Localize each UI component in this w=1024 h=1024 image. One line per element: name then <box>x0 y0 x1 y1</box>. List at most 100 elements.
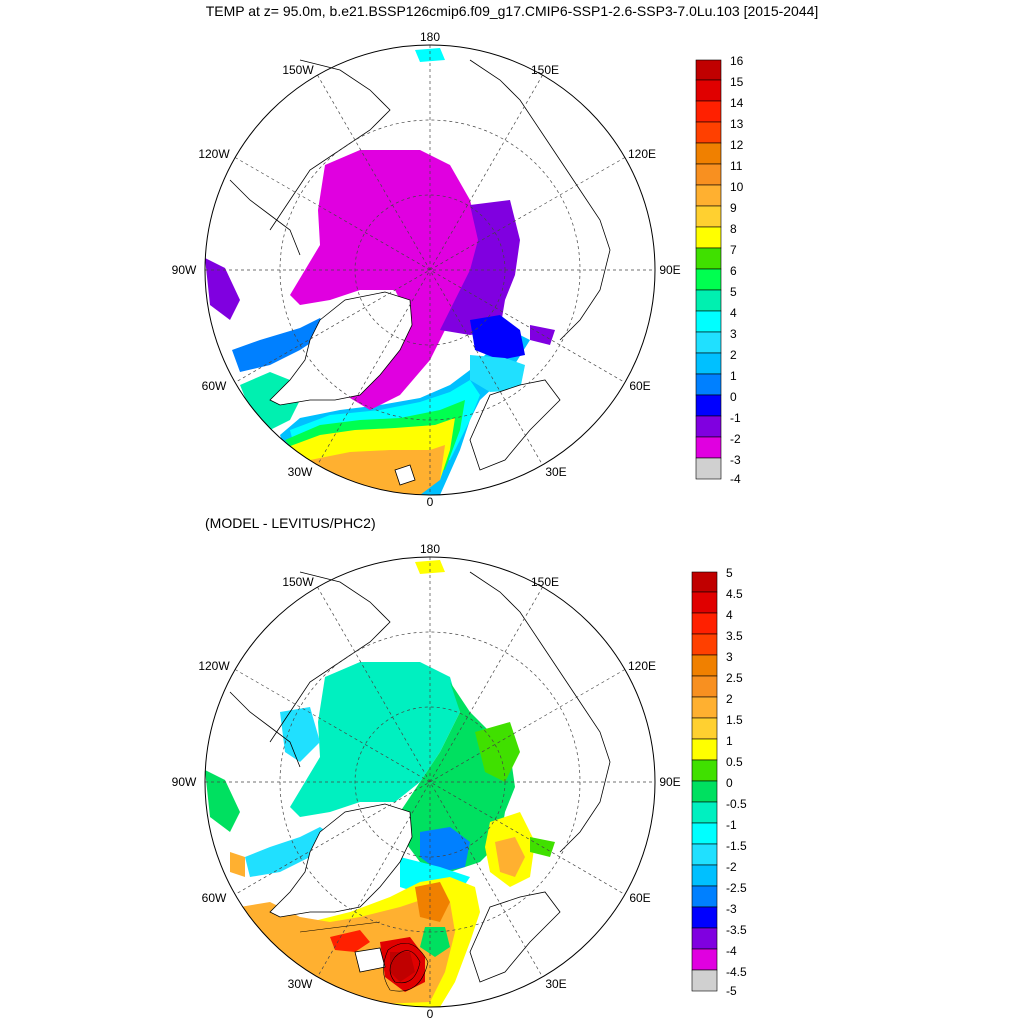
svg-text:10: 10 <box>730 180 744 194</box>
top-lon-90w: 90W <box>172 263 197 277</box>
top-baffin-band <box>232 318 330 372</box>
svg-text:-3: -3 <box>730 453 741 467</box>
bottom-labrador-darkred <box>390 952 415 982</box>
top-lon-60w: 60W <box>202 379 227 393</box>
bottom-lon-120e: 120E <box>628 659 656 673</box>
svg-text:-5: -5 <box>726 984 737 998</box>
svg-text:2: 2 <box>730 348 737 362</box>
bottom-norwegian-warm <box>415 882 450 922</box>
bottom-hudson-green <box>205 770 240 832</box>
svg-text:-2: -2 <box>726 860 737 874</box>
bottom-graticule <box>205 557 655 1007</box>
bottom-barents-orange <box>495 837 525 877</box>
svg-text:1.5: 1.5 <box>726 713 743 727</box>
bottom-lon-30w: 30W <box>288 977 313 991</box>
top-lon-30e: 30E <box>545 465 566 479</box>
difference-subtitle: (MODEL - LEVITUS/PHC2) <box>205 515 376 531</box>
top-lon-180: 180 <box>420 30 440 44</box>
svg-text:5: 5 <box>730 285 737 299</box>
svg-text:8: 8 <box>730 222 737 236</box>
svg-text:-1.5: -1.5 <box>726 839 747 853</box>
svg-text:-3: -3 <box>726 902 737 916</box>
bottom-irminger-red <box>330 930 370 952</box>
svg-text:7: 7 <box>730 243 737 257</box>
svg-text:11: 11 <box>730 159 743 173</box>
bottom-lon-150e: 150E <box>531 575 559 589</box>
svg-text:-2.5: -2.5 <box>726 881 747 895</box>
top-hudson-purple <box>205 258 240 320</box>
svg-text:5: 5 <box>726 566 733 580</box>
svg-text:4.5: 4.5 <box>726 587 743 601</box>
bottom-baffin-cyan <box>245 827 335 877</box>
svg-text:3: 3 <box>730 327 737 341</box>
svg-text:12: 12 <box>730 138 744 152</box>
bottom-lon-60e: 60E <box>629 891 650 905</box>
bottom-lon-90w: 90W <box>172 775 197 789</box>
bottom-lon-120w: 120W <box>198 659 230 673</box>
top-lon-90e: 90E <box>659 263 680 277</box>
svg-text:-3.5: -3.5 <box>726 923 747 937</box>
svg-text:15: 15 <box>730 75 744 89</box>
bottom-colorbar <box>691 571 718 992</box>
bottom-lon-0: 0 <box>427 1007 434 1021</box>
bottom-map-panel: 180 150E 120E 90E 60E 30E 0 30W 60W 90W … <box>172 542 747 1021</box>
svg-text:0: 0 <box>726 776 733 790</box>
svg-text:2.5: 2.5 <box>726 671 743 685</box>
svg-text:1: 1 <box>730 369 737 383</box>
bottom-archipelago-cyan <box>280 707 320 762</box>
svg-text:9: 9 <box>730 201 737 215</box>
svg-text:4: 4 <box>730 306 737 320</box>
bottom-iceland <box>354 947 386 973</box>
top-map-panel: 180 150E 120E 90E 60E 30E 0 30W 60W 90W … <box>172 30 744 509</box>
bottom-norwegian-green <box>420 927 450 957</box>
top-barents-blue <box>470 315 525 360</box>
top-colorbar-labels: 16 15 14 13 12 11 10 9 8 7 6 5 4 3 2 1 0… <box>730 54 744 486</box>
svg-text:3: 3 <box>726 650 733 664</box>
bottom-greenland <box>269 803 413 918</box>
top-lon-60e: 60E <box>629 379 650 393</box>
top-lon-120w: 120W <box>198 147 230 161</box>
bottom-lon-90e: 90E <box>659 775 680 789</box>
svg-text:1: 1 <box>726 734 733 748</box>
bottom-laptev-shelf <box>475 722 520 782</box>
top-norway-shelf <box>470 355 525 392</box>
top-lon-150e: 150E <box>531 63 559 77</box>
svg-text:14: 14 <box>730 96 744 110</box>
svg-text:-1: -1 <box>726 818 737 832</box>
svg-text:-4: -4 <box>730 472 741 486</box>
bottom-central-arctic <box>290 662 460 817</box>
bottom-coastlines <box>229 571 611 853</box>
top-lon-0: 0 <box>427 495 434 509</box>
bottom-fram-blue <box>420 827 470 872</box>
top-siberian-shelf <box>440 200 520 335</box>
top-greenland <box>269 291 413 406</box>
bottom-contours <box>299 921 429 992</box>
top-colorbar <box>695 59 722 480</box>
svg-text:-4.5: -4.5 <box>726 965 747 979</box>
top-iceland <box>394 464 416 486</box>
svg-text:2: 2 <box>726 692 733 706</box>
top-graticule <box>205 45 655 495</box>
top-lon-120e: 120E <box>628 147 656 161</box>
svg-text:13: 13 <box>730 117 744 131</box>
bottom-longitude-labels: 180 150E 120E 90E 60E 30E 0 30W 60W 90W … <box>172 542 681 1021</box>
top-bering-patch <box>415 48 445 62</box>
svg-text:0: 0 <box>730 390 737 404</box>
svg-text:-4: -4 <box>726 944 737 958</box>
svg-text:16: 16 <box>730 54 744 68</box>
bottom-lon-180: 180 <box>420 542 440 556</box>
bottom-lon-150w: 150W <box>282 575 314 589</box>
svg-text:-2: -2 <box>730 432 741 446</box>
top-map-fields <box>205 48 561 495</box>
bottom-map-boundary <box>204 556 656 1008</box>
svg-text:4: 4 <box>726 608 733 622</box>
top-longitude-labels: 180 150E 120E 90E 60E 30E 0 30W 60W 90W … <box>172 30 681 509</box>
top-map-boundary <box>204 44 656 496</box>
plot-title: TEMP at z= 95.0m, b.e21.BSSP126cmip6.f09… <box>205 3 819 19</box>
bottom-map-fields <box>205 560 561 1007</box>
svg-text:-0.5: -0.5 <box>726 797 747 811</box>
top-coastlines <box>229 59 611 341</box>
svg-text:3.5: 3.5 <box>726 629 743 643</box>
top-lon-30w: 30W <box>288 465 313 479</box>
bottom-hudson-orange <box>230 852 245 877</box>
